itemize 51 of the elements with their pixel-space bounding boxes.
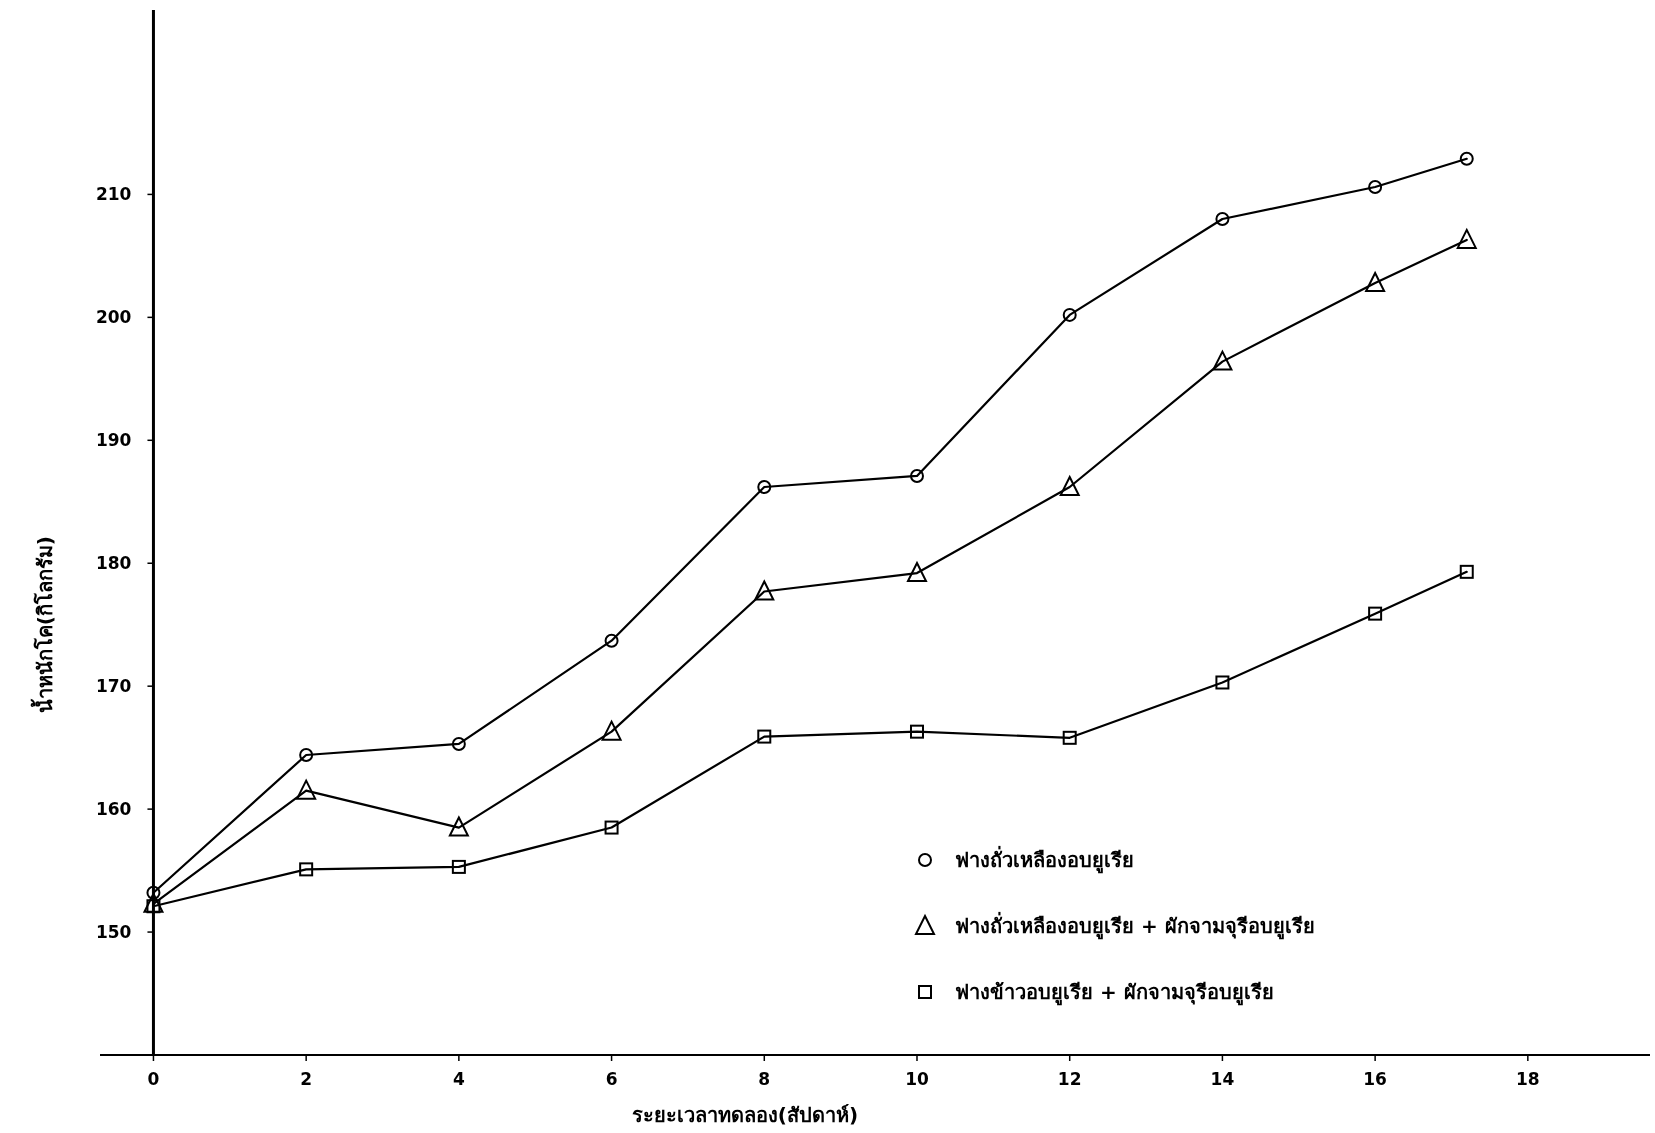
point [451,859,466,874]
point [1368,606,1383,621]
point [296,779,317,800]
point [299,862,314,877]
y-tick-label: 190 [95,430,132,451]
y-tick-label: 170 [95,676,132,697]
x-tick-label: 4 [452,1069,465,1089]
point [451,736,466,751]
x-tick-label: 16 [1363,1069,1387,1089]
point [757,729,772,744]
y-tick-label: 160 [95,799,132,820]
point [299,748,314,763]
point [910,724,924,739]
x-tick-label: 2 [300,1069,313,1089]
x-tick-label: 18 [1516,1069,1540,1089]
point [1456,228,1477,249]
point [754,580,775,601]
point [757,480,772,495]
x-tick-label: 8 [758,1069,771,1089]
x-tick-label: 14 [1210,1069,1235,1089]
point [1062,730,1077,745]
legend-label: ฟางข้าวอบยูเรีย + ผักจามจุรีอบยูเรีย [955,980,1274,1006]
x-axis-title: ระยะเวลาทดลอง(สัปดาห์) [631,1103,859,1127]
y-tick-label: 210 [95,184,132,205]
x-tick-label: 0 [147,1069,160,1089]
x-tick-label: 6 [605,1069,618,1089]
point [1368,180,1383,195]
point [146,885,161,900]
point [1212,350,1233,371]
y-tick-label: 180 [95,553,132,574]
legend-label: ฟางถั่วเหลืองอบยูเรีย [955,845,1134,874]
x-tick-label: 10 [905,1069,929,1089]
point [1459,564,1474,579]
point [604,820,619,835]
x-tick-label: 12 [1057,1069,1082,1089]
point [1215,212,1230,226]
point [1062,307,1077,322]
y-axis-title: น้ำหนักโค(กิโลกรัม) [30,536,57,714]
legend-label: ฟางถั่วเหลืองอบยูเรีย + ผักจามจุรีอบยูเรีย [955,911,1315,940]
point [1215,675,1230,690]
point [1459,151,1474,166]
point [1365,271,1386,292]
point [1059,476,1080,497]
point [448,816,469,837]
point [604,633,619,648]
y-tick-label: 150 [95,922,132,943]
point [907,562,927,583]
point [601,720,622,741]
point [143,892,164,913]
y-tick-label: 200 [95,307,132,328]
point [910,468,924,483]
